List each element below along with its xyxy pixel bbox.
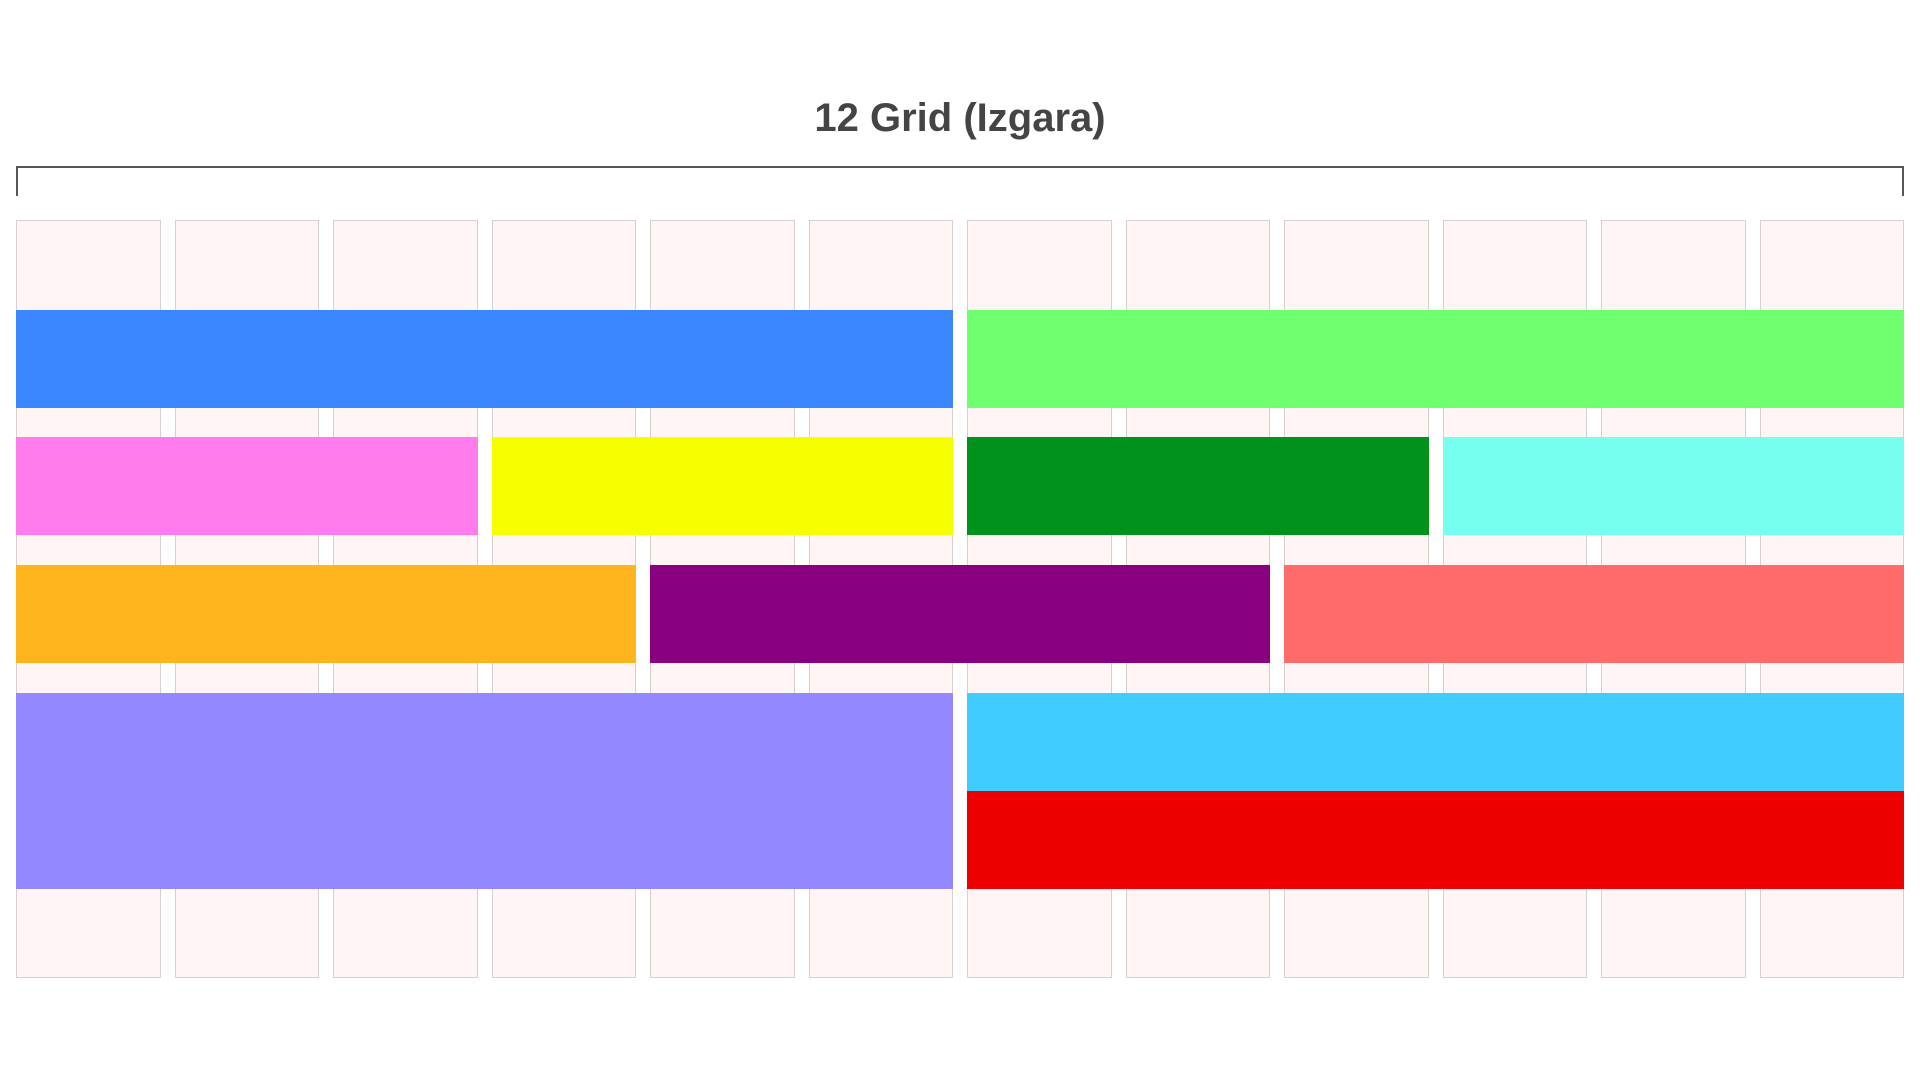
span-3-block-1 xyxy=(16,437,478,535)
span-6-tall-block xyxy=(16,693,953,889)
row-nested xyxy=(16,693,1904,889)
row-thirds xyxy=(16,565,1904,663)
span-3-block-3 xyxy=(967,437,1429,535)
span-4-block-3 xyxy=(1284,565,1904,663)
span-4-block-1 xyxy=(16,565,636,663)
span-3-block-2 xyxy=(491,437,953,535)
span-6-block-right xyxy=(967,310,1904,408)
row-quarters xyxy=(16,437,1904,535)
span-6-block-left xyxy=(16,310,953,408)
row-halves xyxy=(16,310,1904,408)
span-4-block-2 xyxy=(650,565,1270,663)
span-6-stacked-top xyxy=(967,693,1904,791)
diagram-title: 12 Grid (Izgara) xyxy=(814,96,1106,140)
width-bracket xyxy=(16,166,1904,196)
span-6-stacked-bottom xyxy=(967,791,1904,889)
span-3-block-4 xyxy=(1442,437,1904,535)
